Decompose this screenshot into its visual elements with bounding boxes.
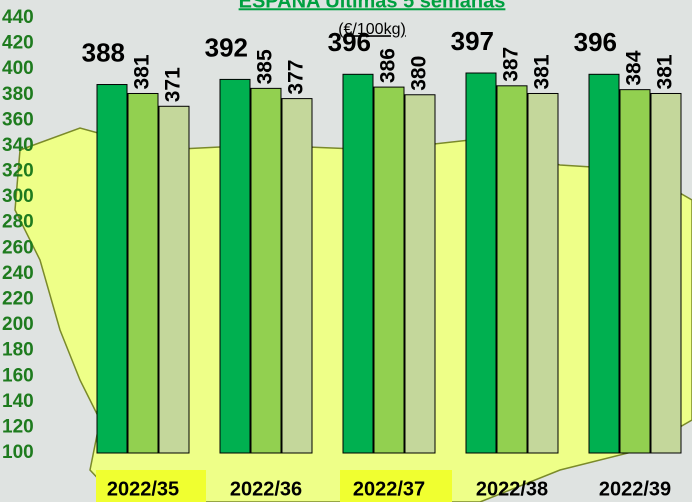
bar: [619, 89, 651, 454]
x-tick-label: 2022/35: [107, 478, 179, 500]
y-tick-label: 380: [2, 84, 34, 105]
x-tick-label: 2022/36: [230, 478, 302, 500]
data-label: 381: [654, 54, 677, 89]
data-label: 381: [531, 54, 554, 89]
y-tick-label: 220: [2, 288, 34, 309]
x-tick-label: 2022/37: [353, 478, 425, 500]
chart-title: ESPAÑA Últimas 5 semanas: [239, 0, 506, 12]
x-tick-label: 2022/38: [476, 478, 548, 500]
y-tick-label: 240: [2, 263, 34, 284]
bar: [96, 84, 128, 454]
data-label: 392: [205, 32, 248, 62]
bar: [650, 92, 682, 454]
x-tick-label: 2022/39: [599, 478, 671, 500]
y-tick-label: 100: [2, 442, 34, 463]
data-label: 388: [82, 37, 125, 67]
bar: [404, 94, 436, 454]
y-tick-label: 280: [2, 212, 34, 233]
y-tick-label: 160: [2, 365, 34, 386]
bar: [281, 98, 313, 454]
data-label: 385: [254, 49, 277, 84]
y-tick-label: 260: [2, 237, 34, 258]
y-tick-label: 320: [2, 161, 34, 182]
bar: [465, 72, 497, 454]
data-label: 380: [408, 56, 431, 91]
bar: [496, 85, 528, 454]
data-label: 396: [328, 27, 371, 57]
label-box: [340, 470, 452, 502]
y-tick-label: 340: [2, 135, 34, 156]
data-label: 377: [285, 60, 308, 95]
bar: [219, 78, 251, 454]
data-label: 384: [623, 50, 646, 85]
y-tick-label: 440: [2, 7, 34, 28]
y-tick-label: 120: [2, 416, 34, 437]
label-box: [96, 470, 206, 502]
data-label: 381: [131, 54, 154, 89]
data-label: 397: [451, 26, 494, 56]
y-tick-label: 420: [2, 33, 34, 54]
y-tick-label: 180: [2, 340, 34, 361]
bar: [527, 92, 559, 454]
bar: [373, 86, 405, 454]
bar: [342, 73, 374, 454]
y-tick-label: 400: [2, 58, 34, 79]
y-tick-label: 200: [2, 314, 34, 335]
bar: [127, 92, 159, 454]
bar: [250, 87, 282, 454]
data-label: 396: [574, 27, 617, 57]
y-tick-label: 300: [2, 186, 34, 207]
y-tick-label: 360: [2, 109, 34, 130]
data-label: 386: [377, 48, 400, 83]
bar: [588, 73, 620, 454]
chart-subtitle: (€/100kg): [338, 21, 406, 38]
bar: [158, 105, 190, 454]
data-label: 387: [500, 47, 523, 82]
y-tick-label: 140: [2, 391, 34, 412]
data-label: 371: [162, 67, 185, 102]
